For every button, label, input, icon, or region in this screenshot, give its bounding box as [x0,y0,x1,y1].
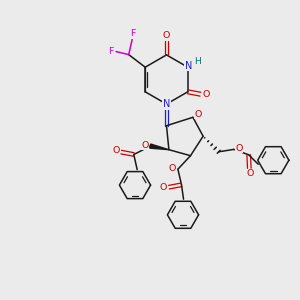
Polygon shape [150,144,169,150]
Text: N: N [185,61,192,71]
Text: F: F [130,29,136,38]
Text: N: N [163,99,170,110]
Text: O: O [112,146,119,155]
Text: O: O [202,90,209,99]
Text: O: O [163,31,170,40]
Text: O: O [246,169,254,178]
Text: O: O [236,144,243,153]
Text: O: O [169,164,176,173]
Text: O: O [160,183,167,192]
Text: O: O [141,141,148,150]
Text: O: O [195,110,202,119]
Text: F: F [108,47,113,56]
Text: H: H [194,57,201,66]
